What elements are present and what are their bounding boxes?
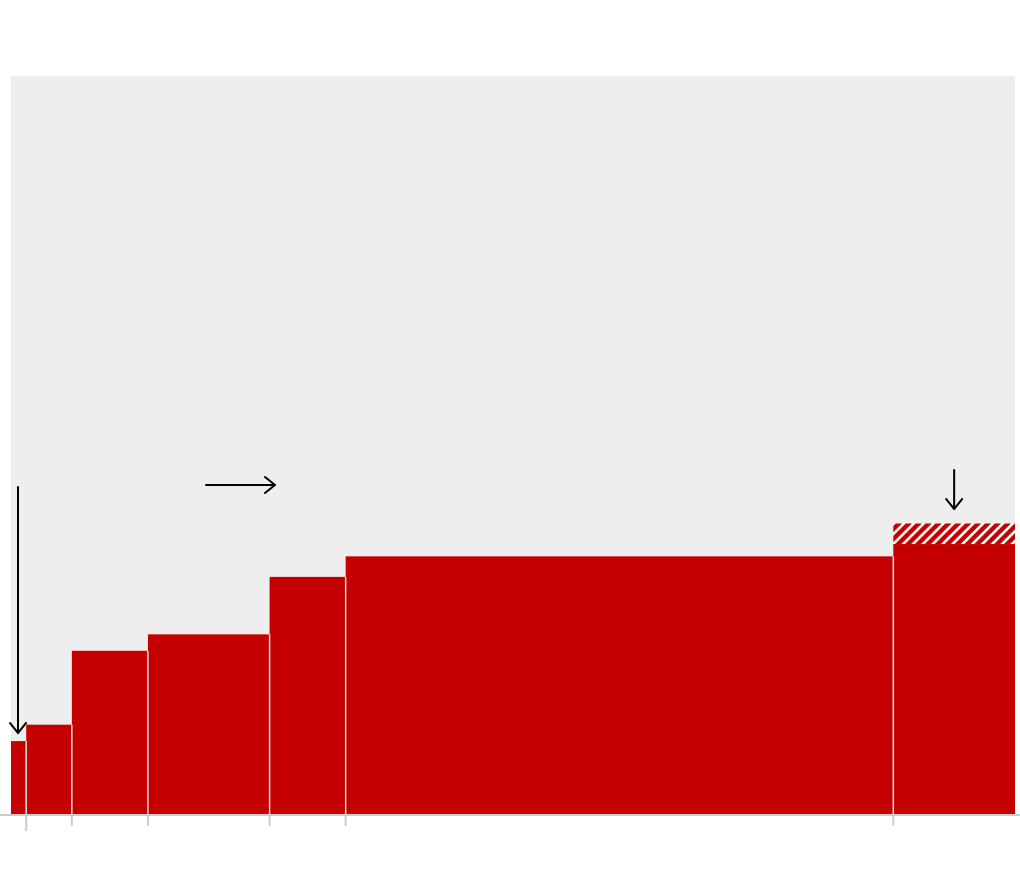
bar-segment-2 (26, 724, 72, 815)
arrow-down-last-segment-head (945, 498, 964, 510)
bars (11, 523, 1015, 815)
x-axis (0, 814, 1020, 831)
bar-segment-1 (11, 741, 27, 815)
bar-segment-7 (893, 544, 1015, 815)
arrow-down-first-segment-head (9, 722, 27, 734)
arrow-right-head (264, 476, 276, 494)
arrow-down-first-segment (9, 486, 27, 734)
bar-segment-4 (147, 634, 270, 815)
bar-segment-6 (345, 556, 894, 815)
bar-segment-5 (269, 576, 346, 815)
arrow-down-last-segment (945, 469, 964, 510)
bar-segment-3 (71, 650, 148, 815)
arrow-right (205, 476, 276, 494)
bar-projected-extension (893, 523, 1015, 545)
annotations (9, 469, 964, 734)
